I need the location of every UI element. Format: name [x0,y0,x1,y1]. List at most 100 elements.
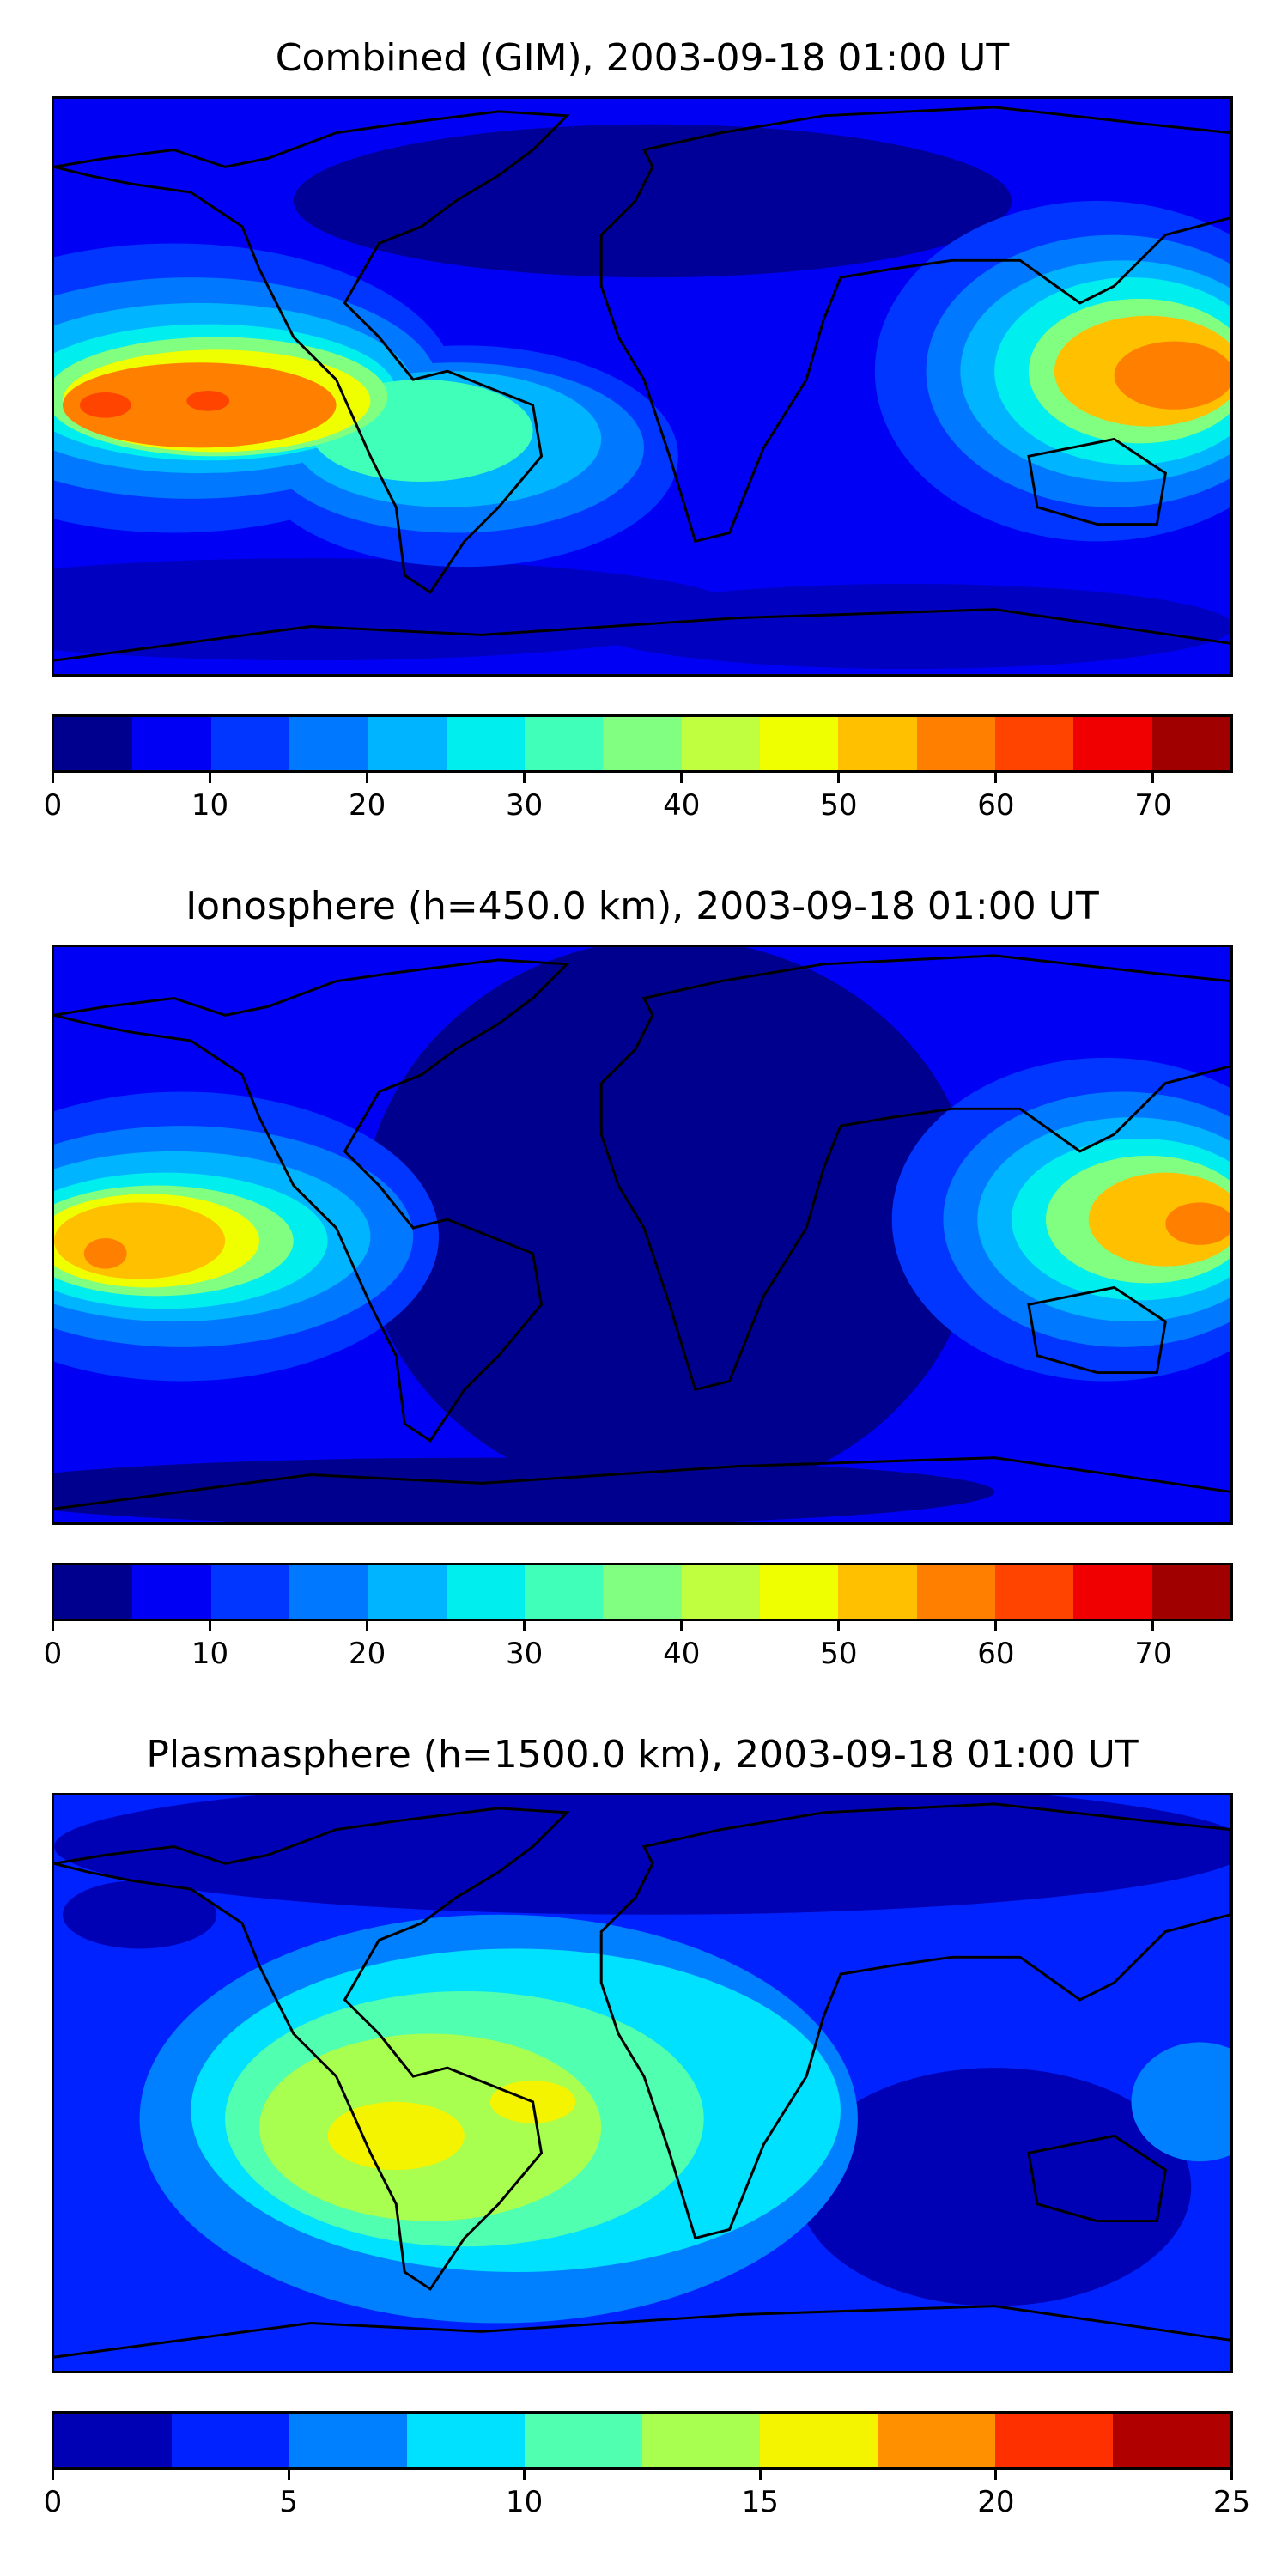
tec-map-combined [54,99,1230,674]
tick-label: 0 [43,788,63,823]
tick-mark [837,773,841,783]
colorbar-segment [54,717,133,770]
map-ionosphere [52,945,1233,1525]
tick-mark [52,1621,54,1631]
colorbar-segment [368,717,447,770]
tick-label: 30 [506,1637,544,1671]
tick-label: 30 [506,788,544,823]
colorbar-segment [878,2414,995,2467]
tick-label: 10 [506,2485,544,2519]
colorbar-segment [681,1565,760,1619]
colorbar-segment [210,717,289,770]
tick-label: 40 [663,788,701,823]
tick-mark [209,1621,212,1631]
colorbar-segment [1151,1565,1230,1619]
tick-label: 25 [1212,2485,1251,2519]
colorbar-segment [603,717,682,770]
tick-mark [680,1621,683,1631]
tick-label: 50 [820,788,858,823]
colorbar-segment [838,1565,917,1619]
map-plasmasphere [52,1793,1233,2373]
colorbar-segment [1073,717,1152,770]
tick-label: 20 [348,1637,386,1671]
coastlines [54,106,1230,662]
tick-mark [366,773,369,783]
tick-label: 10 [191,788,229,823]
colorbar-segment [407,2414,525,2467]
tick-label: 15 [741,2485,779,2519]
tick-mark [758,2470,762,2480]
colorbar-segment [132,1565,211,1619]
colorbar-segment [603,1565,682,1619]
colorbar-plasmasphere [52,2411,1233,2470]
colorbar-segment [1151,717,1230,770]
tick-label: 60 [977,1637,1015,1671]
map-title-plasmasphere: Plasmasphere (h=1500.0 km), 2003-09-18 0… [146,1733,1139,1777]
colorbar-segment [681,717,760,770]
colorbar-segment [995,2414,1113,2467]
colorbar-segment [210,1565,289,1619]
tick-mark [52,2470,54,2480]
colorbar-ticks-ionosphere: 0 10 20 30 40 50 60 70 [44,1621,1233,1673]
colorbar-ionosphere [52,1563,1233,1621]
tick-label: 5 [279,2485,298,2519]
colorbar-segment [916,1565,995,1619]
colorbar-segment [759,1565,839,1619]
colorbar-segment [760,2414,878,2467]
colorbar-segment [132,717,211,770]
tick-mark [1151,1621,1155,1631]
tick-label: 40 [663,1637,701,1671]
colorbar-combined [52,714,1233,773]
tec-map-plasmasphere [54,1795,1230,2371]
colorbar-segment [525,2414,642,2467]
tick-label: 70 [1134,1637,1172,1671]
tick-label: 50 [820,1637,858,1671]
colorbar-segment [446,717,525,770]
tick-mark [1230,2470,1233,2480]
tick-label: 20 [977,2485,1015,2519]
colorbar-segment [1073,1565,1152,1619]
tick-mark [366,1621,369,1631]
colorbar-segment [994,1565,1074,1619]
tick-mark [52,773,54,783]
colorbar-segment [524,1565,604,1619]
tick-mark [523,2470,526,2480]
colorbar-segment [446,1565,525,1619]
colorbar-segment [524,717,604,770]
tick-mark [209,773,212,783]
coastlines [54,954,1230,1510]
tick-mark [994,1621,998,1631]
colorbar-segment [838,717,917,770]
tick-label: 70 [1134,788,1172,823]
colorbar-segment [1113,2414,1230,2467]
tick-label: 20 [348,788,386,823]
map-combined [52,96,1233,677]
tick-mark [523,1621,526,1631]
coastlines [54,1802,1230,2359]
tick-label: 0 [43,2485,63,2519]
colorbar-segment [172,2414,289,2467]
colorbar-segment [289,717,368,770]
map-title-combined: Combined (GIM), 2003-09-18 01:00 UT [275,36,1010,80]
colorbar-ticks-combined: 0 10 20 30 40 50 60 70 [44,773,1233,824]
tec-map-ionosphere [54,947,1230,1522]
colorbar-segment [994,717,1074,770]
tick-label: 10 [191,1637,229,1671]
colorbar-segment [916,717,995,770]
colorbar-segment [759,717,839,770]
tick-mark [287,2470,290,2480]
tick-label: 0 [43,1637,63,1671]
colorbar-segment [642,2414,760,2467]
map-title-ionosphere: Ionosphere (h=450.0 km), 2003-09-18 01:0… [185,884,1099,928]
tick-mark [837,1621,841,1631]
tick-mark [680,773,683,783]
colorbar-ticks-plasmasphere: 0 5 10 15 20 25 [44,2470,1250,2521]
tick-mark [994,2470,998,2480]
colorbar-segment [54,2414,172,2467]
colorbar-segment [289,1565,368,1619]
colorbar-segment [289,2414,407,2467]
tick-label: 60 [977,788,1015,823]
colorbar-segment [368,1565,447,1619]
tick-mark [523,773,526,783]
tick-mark [1151,773,1155,783]
